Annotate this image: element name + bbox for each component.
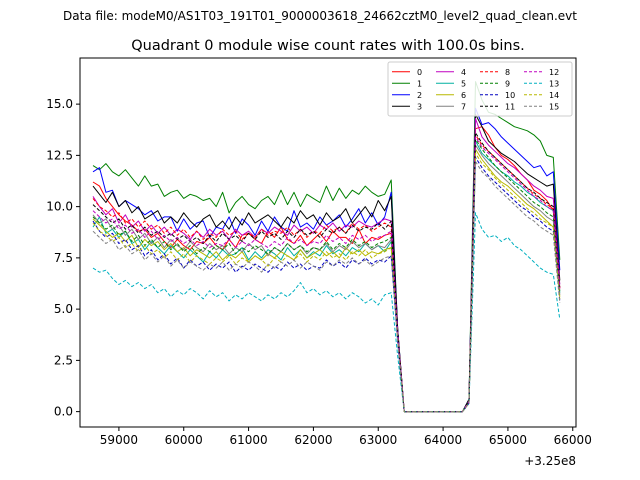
y-tick-label: 12.5 xyxy=(46,148,73,162)
legend-label-7: 7 xyxy=(461,102,466,111)
legend-label-6: 6 xyxy=(461,91,466,100)
legend-label-2: 2 xyxy=(417,91,422,100)
series-line-8 xyxy=(92,134,561,413)
legend-label-14: 14 xyxy=(549,91,559,100)
x-axis: 59000 60000 61000 62000 63000 64000 65000 66000 xyxy=(100,427,592,447)
legend-label-4: 4 xyxy=(461,68,466,77)
data-file-caption: Data file: modeM0/AS1T03_191T01_90000036… xyxy=(63,9,577,23)
series-line-5 xyxy=(92,140,561,413)
series-line-15 xyxy=(92,161,561,413)
x-tick-label: 65000 xyxy=(489,433,527,447)
legend-label-15: 15 xyxy=(549,102,559,111)
legend-label-3: 3 xyxy=(417,102,422,111)
y-axis: 0.0 2.5 5.0 7.5 10.0 12.5 15.0 xyxy=(46,97,80,419)
series-line-14 xyxy=(92,152,561,413)
series-line-7 xyxy=(92,144,561,413)
series-line-10 xyxy=(92,156,561,413)
legend-label-0: 0 xyxy=(417,68,422,77)
legend-label-9: 9 xyxy=(505,79,510,88)
y-tick-label: 7.5 xyxy=(54,251,73,265)
x-tick-label: 62000 xyxy=(294,433,332,447)
x-tick-label: 66000 xyxy=(554,433,592,447)
legend-label-5: 5 xyxy=(461,79,466,88)
chart-title: Quadrant 0 module wise count rates with … xyxy=(131,38,525,54)
legend-label-1: 1 xyxy=(417,79,422,88)
x-tick-label: 61000 xyxy=(229,433,267,447)
axes-frame xyxy=(79,57,577,428)
x-tick-label: 60000 xyxy=(165,433,203,447)
series-line-6 xyxy=(92,148,561,413)
legend-frame xyxy=(387,61,573,117)
series-layer xyxy=(92,81,561,413)
x-tick-label: 59000 xyxy=(100,433,138,447)
series-line-3 xyxy=(92,113,561,413)
x-tick-label: 64000 xyxy=(424,433,462,447)
series-line-9 xyxy=(92,138,561,413)
series-line-11 xyxy=(92,132,561,413)
legend-label-8: 8 xyxy=(505,68,510,77)
y-tick-label: 5.0 xyxy=(54,302,73,316)
legend-label-11: 11 xyxy=(505,102,515,111)
y-tick-label: 10.0 xyxy=(46,200,73,214)
y-tick-label: 0.0 xyxy=(54,405,73,419)
series-line-12 xyxy=(92,136,561,413)
x-tick-label: 63000 xyxy=(359,433,397,447)
x-offset-label: +3.25e8 xyxy=(524,454,576,468)
legend-label-13: 13 xyxy=(549,79,559,88)
y-tick-label: 15.0 xyxy=(46,97,73,111)
legend-label-12: 12 xyxy=(549,68,559,77)
y-tick-label: 2.5 xyxy=(54,353,73,367)
legend-label-10: 10 xyxy=(505,91,515,100)
